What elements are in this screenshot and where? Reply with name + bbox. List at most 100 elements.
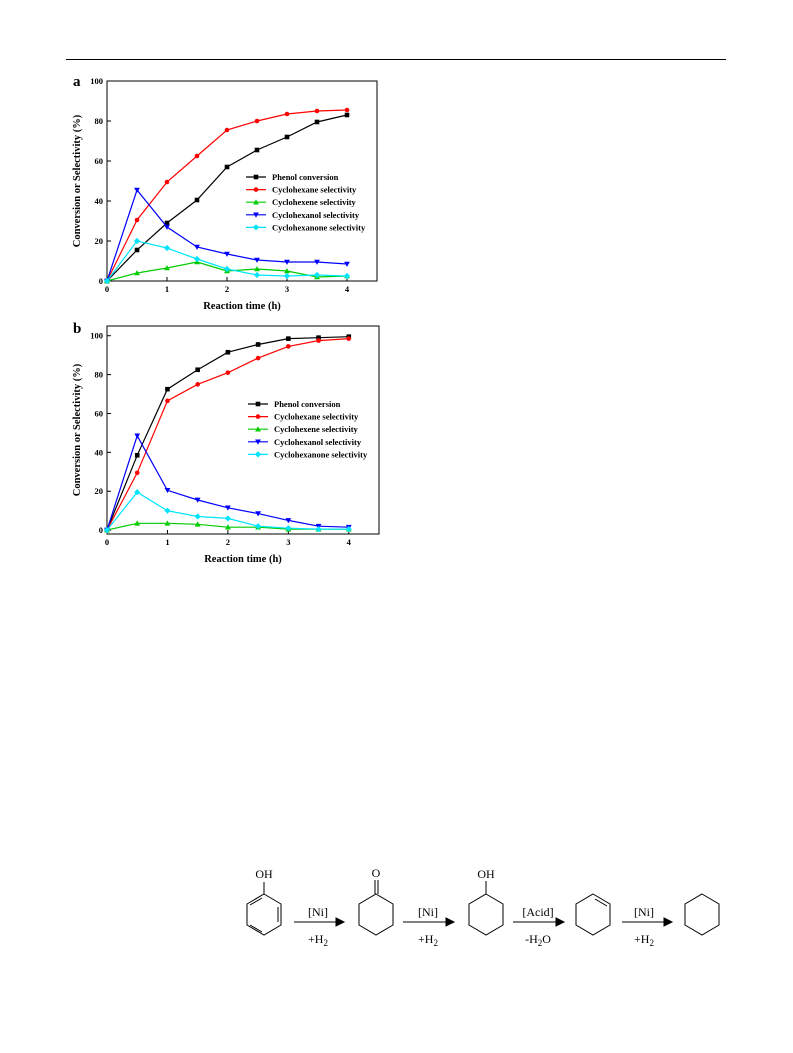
plot-frame (106, 325, 380, 535)
series-line (106, 338, 349, 531)
panel-label: b (73, 321, 81, 337)
data-point (316, 335, 321, 340)
data-point (254, 118, 260, 124)
y-tick-label: 0 (99, 525, 103, 535)
data-point (133, 237, 141, 245)
data-point (194, 153, 200, 159)
data-point (224, 515, 231, 522)
data-point (255, 511, 262, 517)
x-tick-label: 1 (165, 284, 169, 294)
data-point (164, 179, 170, 185)
legend-entry: Cyclohexene selectivity (272, 197, 357, 207)
data-point (164, 520, 171, 526)
cyclohexane-ring (684, 893, 720, 936)
phenol-ring (246, 893, 282, 936)
data-point (224, 251, 230, 257)
x-tick-label: 0 (105, 537, 109, 547)
legend-entry: Cyclohexane selectivity (274, 412, 359, 422)
plot-group (103, 334, 352, 534)
legend: Phenol conversion Cyclohexane selectivity… (248, 399, 368, 459)
cyclohexanone-ring (358, 893, 394, 936)
step-3-condition: -H2O (525, 932, 551, 948)
y-axis-label: Conversion or Selectivity (%) (72, 363, 83, 496)
data-point (284, 259, 290, 265)
data-point (225, 370, 231, 375)
data-point (195, 367, 200, 373)
data-point (165, 386, 170, 392)
phenol-oh-label: OH (255, 867, 273, 881)
data-point (313, 271, 321, 279)
data-point (344, 107, 350, 113)
data-point (195, 382, 200, 387)
data-point (286, 344, 291, 349)
data-point (134, 217, 140, 223)
y-tick-label: 60 (95, 156, 104, 166)
data-point (134, 470, 140, 476)
data-point (224, 127, 230, 133)
data-point (285, 518, 292, 524)
chart-svg-a: a Reaction time (h) Conversion or Select… (72, 74, 378, 312)
legend-marker (255, 439, 261, 445)
phenol-double-bond (249, 924, 263, 933)
legend-marker (255, 401, 261, 407)
legend-entry: Cyclohexanol selectivity (272, 210, 360, 220)
x-tick-label: 4 (345, 284, 350, 294)
y-tick-label: 20 (95, 236, 104, 246)
data-point (134, 247, 140, 253)
y-tick-label: 80 (95, 116, 104, 126)
data-point (314, 119, 320, 125)
data-point (134, 452, 140, 458)
panel-label: a (73, 74, 81, 90)
data-point (134, 270, 140, 276)
data-point (164, 224, 170, 230)
legend-entry: Phenol conversion (274, 399, 341, 409)
plot-group (103, 107, 351, 285)
legend-marker (253, 199, 259, 205)
step-1-condition: +H2 (308, 932, 328, 948)
legend: Phenol conversion Cyclohexane selectivity… (246, 172, 366, 232)
data-point (194, 497, 201, 503)
y-tick-label: 0 (99, 276, 103, 286)
step-4-catalyst: [Ni] (634, 905, 654, 919)
x-axis-label: Reaction time (h) (203, 301, 281, 312)
data-point (225, 349, 231, 355)
data-point (164, 220, 170, 226)
data-point (255, 355, 261, 361)
data-point (314, 259, 320, 265)
legend-marker (255, 414, 261, 419)
arrow-head (445, 917, 456, 927)
carbonyl-o-label: O (372, 866, 381, 880)
page-header-rule (66, 59, 726, 60)
data-point (284, 134, 290, 140)
x-tick-label: 1 (165, 537, 169, 547)
legend-entry: Cyclohexene selectivity (274, 424, 359, 434)
data-point (284, 111, 290, 117)
y-axis-label: Conversion or Selectivity (%) (72, 114, 83, 247)
data-point (254, 257, 260, 263)
step-1-catalyst: [Ni] (308, 905, 328, 919)
y-tick-label: 60 (95, 408, 104, 418)
data-point (254, 147, 260, 153)
data-point (194, 513, 201, 520)
series-line (106, 240, 348, 282)
data-point (253, 271, 261, 279)
reaction-scheme: OH O OH [Ni] +H2 [Ni] +H2 [Acid] -H2O [N… (236, 862, 736, 972)
data-point (343, 272, 351, 280)
data-point (164, 507, 171, 514)
x-tick-label: 2 (225, 284, 229, 294)
data-point (194, 244, 200, 250)
data-point (224, 505, 231, 511)
data-point (316, 338, 321, 343)
data-point (193, 255, 201, 263)
data-point (255, 342, 261, 347)
data-point (346, 336, 352, 341)
legend-marker (252, 224, 260, 231)
data-point (134, 187, 140, 193)
legend-marker (255, 426, 261, 432)
arrow-head (335, 917, 346, 927)
arrow-head (555, 917, 566, 927)
arrow-head (663, 917, 674, 927)
y-tick-label: 20 (95, 486, 104, 496)
data-point (134, 433, 141, 439)
